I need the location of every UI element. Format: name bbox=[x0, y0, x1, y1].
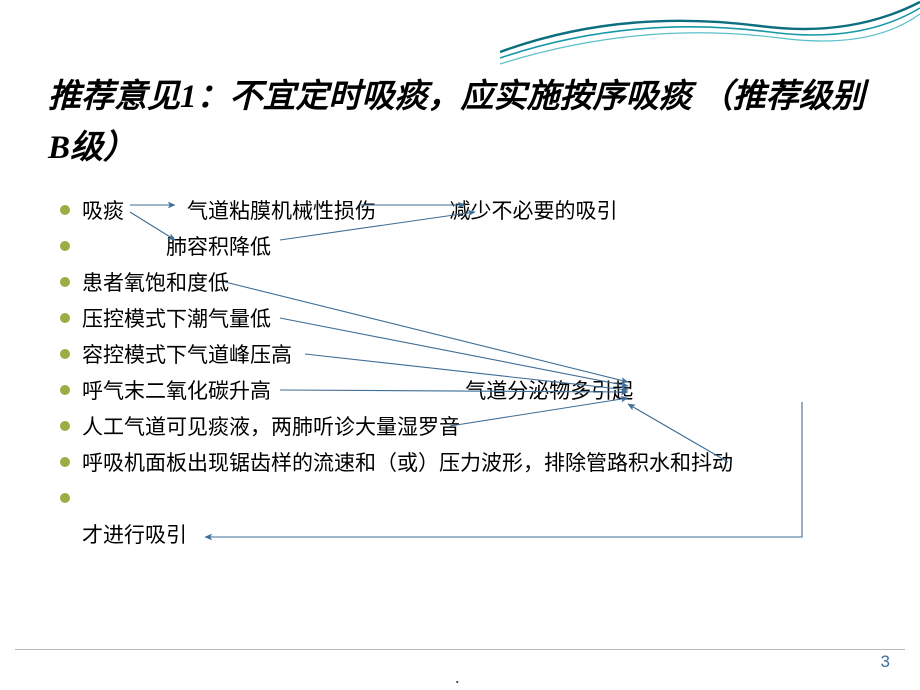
footer-divider bbox=[15, 649, 905, 650]
bullet-text: 才进行吸引 bbox=[82, 519, 187, 549]
bullet-item: 容控模式下气道峰压高 bbox=[60, 336, 880, 372]
bullet-dot bbox=[60, 493, 70, 503]
bullet-text: 肺容积降低 bbox=[82, 231, 271, 261]
slide-title: 推荐意见1：不宜定时吸痰，应实施按序吸痰 （推荐级别B级） bbox=[48, 72, 868, 174]
bullet-dot bbox=[60, 205, 70, 215]
page-number: 3 bbox=[881, 652, 890, 672]
bullet-item: 人工气道可见痰液，两肺听诊大量湿罗音 bbox=[60, 408, 880, 444]
bullet-item: 才进行吸引 bbox=[60, 516, 880, 552]
bullet-item: 肺容积降低 bbox=[60, 228, 880, 264]
bullet-text: 容控模式下气道峰压高 bbox=[82, 339, 292, 369]
bullet-item bbox=[60, 480, 880, 516]
bullet-list: 吸痰 气道粘膜机械性损伤 减少不必要的吸引 肺容积降低患者氧饱和度低压控模式下潮… bbox=[60, 192, 880, 552]
bullet-text: 呼气末二氧化碳升高 气道分泌物多引起 bbox=[82, 375, 633, 405]
bullet-text: 压控模式下潮气量低 bbox=[82, 303, 271, 333]
header-swoosh bbox=[500, 0, 920, 70]
footer-dot: . bbox=[455, 667, 460, 688]
bullet-dot bbox=[60, 349, 70, 359]
bullet-text: 吸痰 气道粘膜机械性损伤 减少不必要的吸引 bbox=[82, 195, 618, 225]
bullet-dot bbox=[60, 241, 70, 251]
bullet-dot bbox=[60, 385, 70, 395]
bullet-item: 压控模式下潮气量低 bbox=[60, 300, 880, 336]
bullet-text: 呼吸机面板出现锯齿样的流速和（或）压力波形，排除管路积水和抖动 bbox=[82, 447, 733, 477]
bullet-item: 吸痰 气道粘膜机械性损伤 减少不必要的吸引 bbox=[60, 192, 880, 228]
bullet-dot bbox=[60, 529, 70, 539]
bullet-dot bbox=[60, 313, 70, 323]
bullet-dot bbox=[60, 277, 70, 287]
bullet-item: 呼气末二氧化碳升高 气道分泌物多引起 bbox=[60, 372, 880, 408]
bullet-dot bbox=[60, 421, 70, 431]
bullet-text: 人工气道可见痰液，两肺听诊大量湿罗音 bbox=[82, 411, 460, 441]
bullet-dot bbox=[60, 457, 70, 467]
bullet-item: 患者氧饱和度低 bbox=[60, 264, 880, 300]
bullet-item: 呼吸机面板出现锯齿样的流速和（或）压力波形，排除管路积水和抖动 bbox=[60, 444, 880, 480]
slide: 推荐意见1：不宜定时吸痰，应实施按序吸痰 （推荐级别B级） 吸痰 气道粘膜机械性… bbox=[0, 0, 920, 690]
bullet-text: 患者氧饱和度低 bbox=[82, 267, 229, 297]
